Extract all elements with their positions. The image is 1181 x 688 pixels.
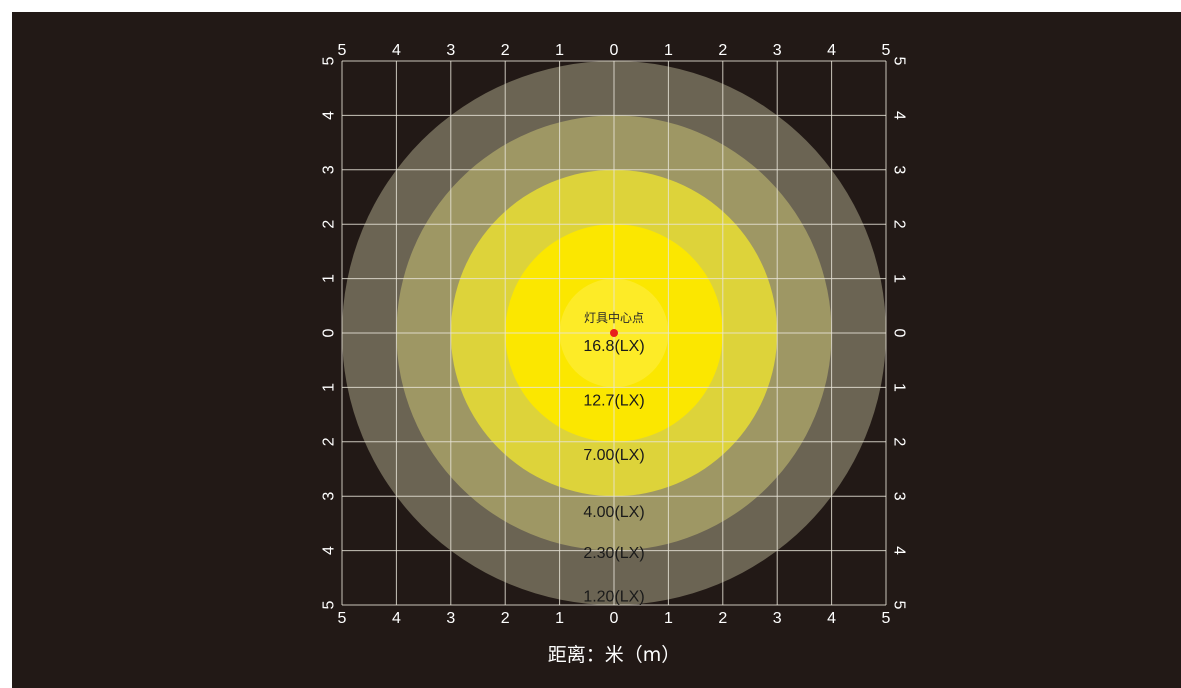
ring-labels: 16.8(LX) 12.7(LX) 7.00(LX) 4.00(LX) 2.30(LX)… xyxy=(583,338,644,605)
x-tick-label-bottom: 5 xyxy=(338,610,347,627)
y-tick-label-left: 3 xyxy=(321,492,338,501)
x-tick-label-top: 3 xyxy=(446,42,455,59)
y-tick-label-right: 1 xyxy=(891,383,908,392)
center-dot xyxy=(610,329,618,337)
y-tick-label-left: 2 xyxy=(321,220,338,229)
illuminance-label: 12.7(LX) xyxy=(583,393,644,410)
x-tick-label-top: 1 xyxy=(555,42,564,59)
y-tick-label-left: 3 xyxy=(321,165,338,174)
y-tick-label-right: 5 xyxy=(891,601,908,610)
x-tick-label-top: 5 xyxy=(338,42,347,59)
illuminance-label: 2.30(LX) xyxy=(583,545,644,562)
y-tick-label-left: 4 xyxy=(321,111,338,120)
x-tick-label-bottom: 2 xyxy=(718,610,727,627)
y-tick-label-right: 2 xyxy=(891,220,908,229)
x-tick-label-top: 4 xyxy=(827,42,836,59)
x-tick-label-bottom: 4 xyxy=(392,610,401,627)
illuminance-label: 7.00(LX) xyxy=(583,447,644,464)
x-tick-label-bottom: 5 xyxy=(882,610,891,627)
y-tick-label-left: 1 xyxy=(321,383,338,392)
y-tick-label-right: 4 xyxy=(891,546,908,555)
x-tick-label-top: 2 xyxy=(501,42,510,59)
y-tick-label-right: 1 xyxy=(891,274,908,283)
x-tick-label-bottom: 4 xyxy=(827,610,836,627)
x-tick-label-bottom: 3 xyxy=(773,610,782,627)
x-tick-label-bottom: 0 xyxy=(610,610,619,627)
illuminance-label: 1.20(LX) xyxy=(583,588,644,605)
y-tick-label-right: 0 xyxy=(891,329,908,338)
illuminance-label: 16.8(LX) xyxy=(583,338,644,355)
x-tick-label-top: 3 xyxy=(773,42,782,59)
y-tick-label-left: 2 xyxy=(321,437,338,446)
y-tick-label-right: 4 xyxy=(891,111,908,120)
x-tick-label-top: 4 xyxy=(392,42,401,59)
y-tick-label-right: 3 xyxy=(891,165,908,174)
x-tick-label-bottom: 3 xyxy=(446,610,455,627)
y-tick-label-left: 5 xyxy=(321,56,338,65)
x-tick-label-top: 2 xyxy=(718,42,727,59)
x-tick-label-bottom: 1 xyxy=(664,610,673,627)
y-tick-label-right: 3 xyxy=(891,492,908,501)
y-tick-label-left: 0 xyxy=(321,328,338,337)
y-tick-label-right: 2 xyxy=(891,437,908,446)
y-tick-label-left: 1 xyxy=(321,274,338,283)
x-axis-label: 距离：米（m） xyxy=(548,644,681,666)
x-tick-label-top: 0 xyxy=(610,42,619,59)
x-tick-label-top: 5 xyxy=(882,42,891,59)
x-tick-label-bottom: 2 xyxy=(501,610,510,627)
y-tick-label-right: 5 xyxy=(891,57,908,66)
y-tick-label-left: 5 xyxy=(321,600,338,609)
center-label: 灯具中心点 xyxy=(584,310,644,325)
y-tick-label-left: 4 xyxy=(321,546,338,555)
illuminance-label: 4.00(LX) xyxy=(583,504,644,521)
x-tick-label-bottom: 1 xyxy=(555,610,564,627)
x-tick-label-top: 1 xyxy=(664,42,673,59)
